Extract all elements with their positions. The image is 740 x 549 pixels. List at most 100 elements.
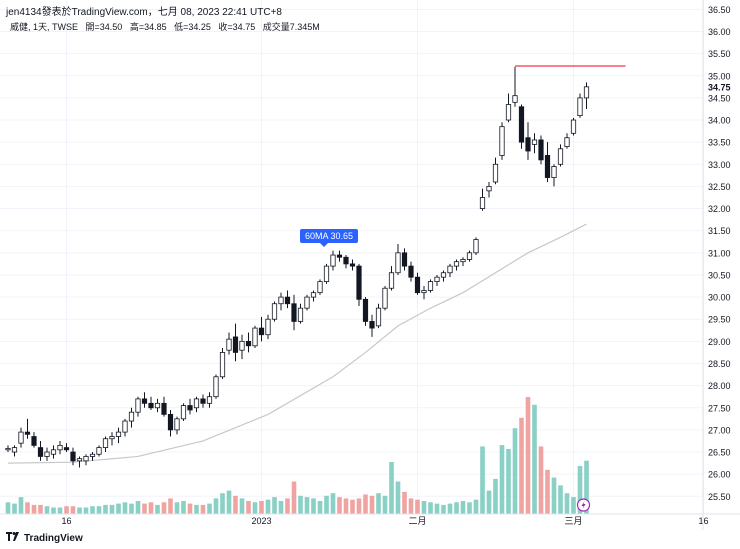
candle-body [369,321,375,329]
candle-body [161,402,167,415]
volume-bar [259,501,264,514]
volume-bar [168,498,173,514]
volume-bar [532,404,537,514]
volume-bar [447,503,453,514]
volume-bar [25,502,30,514]
candle-body [460,259,466,263]
candle-body [505,104,512,121]
candle-body [76,458,83,462]
candle-body [271,303,278,320]
candle-body [479,197,486,209]
brand-name: TradingView [24,532,83,544]
candle-body [226,338,232,351]
ohlc-legend: 威健, 1天, TWSE 開=34.50 高=34.85 低=34.25 收=3… [10,20,325,33]
volume-bar [272,497,277,514]
volume-bar [512,428,518,514]
candle-body [538,139,544,161]
candle-body [388,272,395,289]
y-tick-label: 27.00 [708,425,731,435]
volume-bar [538,446,544,514]
symbol-label[interactable]: 威健, 1天, TWSE [10,22,79,32]
volume-bar [525,397,531,514]
volume-bar [473,499,479,514]
candle-body [414,276,421,294]
candle-body [349,263,356,267]
candle-body [109,436,115,440]
candle-body [57,444,63,451]
candle-body [174,418,180,431]
volume-bar [12,503,17,514]
x-tick-label: 2023 [251,516,271,526]
volume-bar [83,507,89,514]
volume-bar [434,503,440,514]
candle-body [70,451,76,462]
volume-bar [571,497,576,514]
volume-bar [545,469,550,514]
candle-body [258,327,265,336]
candle-body [167,413,174,431]
volume-bar [18,497,24,514]
candle-body [473,239,479,254]
y-tick-label: 33.00 [708,160,731,170]
candle-body [297,307,304,322]
brand-footer[interactable]: TradingView [6,532,83,544]
candle-body [141,398,148,404]
volume-bar [148,502,154,514]
volume-bar [343,498,349,514]
candle-body [135,398,141,413]
candle-body [401,252,408,267]
candle-body [245,340,252,347]
candle-body [291,303,297,322]
candle-body [499,126,505,156]
volume-bar [246,501,251,514]
volume-bar [330,493,336,514]
candle-body [486,186,492,192]
y-tick-label: 30.00 [708,293,731,303]
volume-bar [194,504,199,514]
y-tick-label: 32.00 [708,204,731,214]
volume-bar [174,502,180,514]
candle-body [44,451,50,457]
y-tick-label: 32.50 [708,182,731,192]
candle-body [115,431,122,437]
volume-bar [226,490,232,514]
volume-bar [376,493,381,514]
volume-bar [467,502,472,514]
volume-bar [187,503,193,514]
volume-bar [356,498,362,514]
volume-value: 成交量7.345M [262,22,320,32]
ma60-badge-pointer [320,243,328,247]
candle-body [343,256,349,265]
y-tick-label: 33.50 [708,138,731,148]
high-value: 高=34.85 [129,22,167,32]
y-tick-label: 26.00 [708,470,731,480]
x-tick-label: 二月 [408,516,426,526]
candle-body [83,456,89,462]
candle-body [544,155,551,178]
candle-layer [5,66,590,468]
volume-bar [499,445,505,514]
candle-body [395,252,401,274]
volume-bar [200,504,206,514]
volume-layer [5,397,589,514]
candle-body [323,265,330,282]
candle-body [24,431,31,435]
volume-bar [278,501,284,514]
candle-body [18,431,24,444]
y-tick-label: 36.50 [708,5,731,15]
y-tick-label: 35.00 [708,71,731,81]
volume-bar [239,498,245,514]
ma60-badge[interactable]: 60MA 30.65 [300,229,359,243]
volume-bar [207,503,212,514]
candle-body [408,265,414,278]
volume-bar [454,502,459,514]
close-value: 收=34.75 [218,22,256,32]
y-tick-label: 28.00 [708,381,731,391]
volume-bar [395,481,401,514]
candle-body [382,287,388,309]
volume-bar [584,460,589,514]
volume-bar [428,502,433,514]
volume-bar [577,465,583,514]
candle-body [128,411,135,422]
